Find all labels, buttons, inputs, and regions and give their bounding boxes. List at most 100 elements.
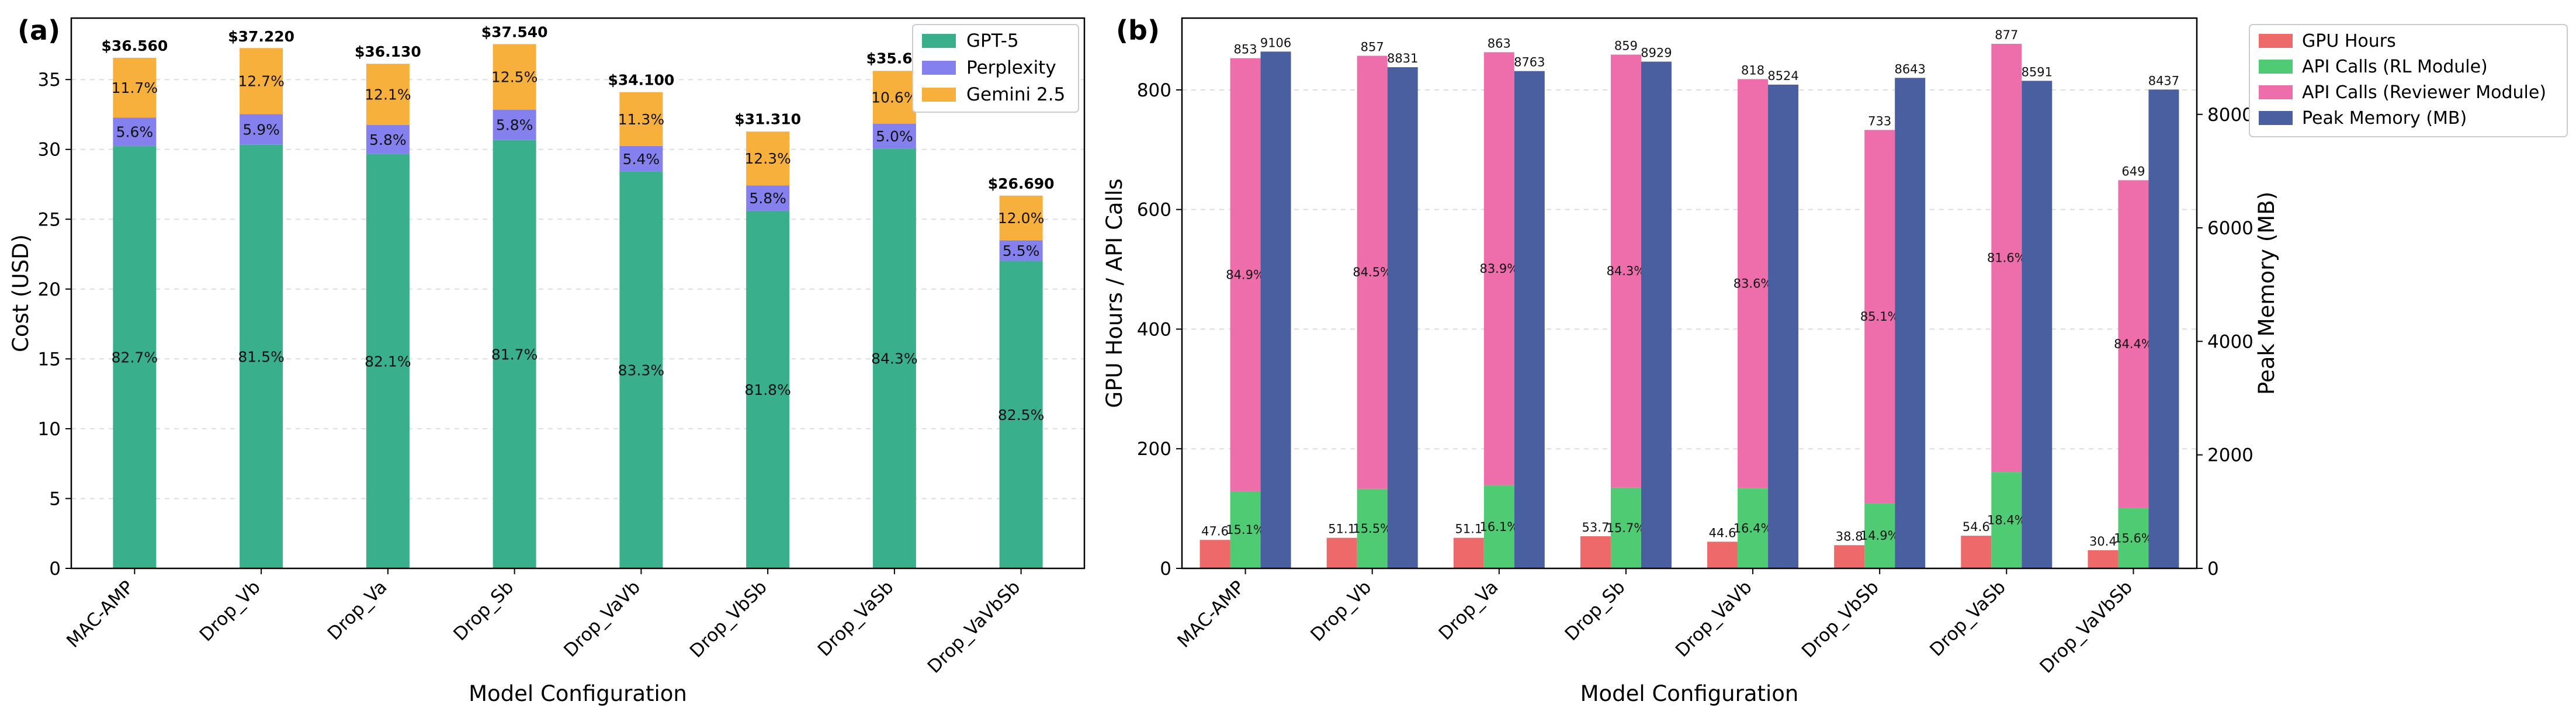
stacked-bar-segment-gemini-2-5 xyxy=(240,48,283,114)
stacked-bar-segment-gpt-5 xyxy=(113,146,157,568)
bar-total-label: $36.130 xyxy=(355,43,421,60)
x-tick-label: MAC-AMP xyxy=(1173,577,1249,652)
api-calls-total-label: 857 xyxy=(1361,40,1384,54)
stacked-bar-segment-gpt-5 xyxy=(999,261,1043,568)
y-tick-label: 0 xyxy=(49,558,61,579)
reviewer-percent-label: 85.1% xyxy=(1860,310,1899,324)
reviewer-percent-label: 84.4% xyxy=(2114,337,2153,351)
gpu-hours-value-label: 51.1 xyxy=(1328,522,1355,536)
bar-gpu-hours xyxy=(1453,537,1484,568)
legend-swatch xyxy=(922,34,956,48)
stacked-bar-segment-gemini-2-5 xyxy=(619,92,663,146)
rl-percent-label: 15.5% xyxy=(1353,522,1392,536)
stacked-bar-segment-gemini-2-5 xyxy=(366,64,410,125)
x-tick-label: Drop_VbSb xyxy=(686,577,771,662)
stacked-bar-segment-perplexity xyxy=(872,123,916,149)
stacked-bar-segment-gpt-5 xyxy=(872,148,916,568)
bar-peak-memory xyxy=(1387,67,1418,569)
legend-label: API Calls (Reviewer Module) xyxy=(2302,82,2546,103)
y-tick-label: 15 xyxy=(38,349,61,370)
legend-label: GPT-5 xyxy=(966,30,1019,51)
bar-api-calls-reviewer xyxy=(1483,52,1514,485)
legend-label: Perplexity xyxy=(966,57,1056,78)
stacked-bar-segment-gpt-5 xyxy=(619,171,663,569)
y2-tick-label: 8000 xyxy=(2207,105,2253,126)
segment-percent-label: 5.0% xyxy=(876,128,913,145)
legend-label: Gemini 2.5 xyxy=(966,84,1065,105)
bar-api-calls-reviewer xyxy=(2118,180,2149,508)
reviewer-percent-label: 83.9% xyxy=(1479,262,1518,276)
panel-b: 47.6 853 84.9% 15.1% 9106 MAC-AMP 51.1 857 84.5%… xyxy=(1102,15,2568,706)
y-axis-label: GPU Hours / API Calls xyxy=(1102,179,1127,408)
bar-api-calls-rl xyxy=(2118,508,2149,568)
bar-peak-memory xyxy=(1641,61,1672,568)
segment-percent-label: 5.8% xyxy=(749,190,786,207)
bar-api-calls-rl xyxy=(1230,491,1261,568)
stacked-bar-segment-perplexity xyxy=(999,240,1043,261)
rl-percent-label: 14.9% xyxy=(1860,529,1899,543)
bar-api-calls-rl xyxy=(1738,488,1769,568)
x-tick-label: Drop_Sb xyxy=(1561,577,1629,645)
peak-memory-value-label: 8591 xyxy=(2022,65,2053,79)
stacked-bar-segment-gpt-5 xyxy=(746,210,790,568)
x-tick-label: MAC-AMP xyxy=(63,577,138,652)
api-calls-total-label: 863 xyxy=(1488,36,1511,50)
bar-api-calls-rl xyxy=(1483,485,1514,568)
legend-swatch xyxy=(2259,60,2293,74)
segment-percent-label: 11.7% xyxy=(112,79,158,96)
segment-percent-label: 82.7% xyxy=(112,349,158,366)
bar-api-calls-reviewer xyxy=(1991,44,2022,473)
bar-total-label: $34.100 xyxy=(608,72,674,89)
y2-axis-label: Peak Memory (MB) xyxy=(2254,192,2279,395)
segment-percent-label: 81.5% xyxy=(238,348,284,365)
bar-total-label: $31.310 xyxy=(734,110,801,127)
x-tick-label: Drop_VbSb xyxy=(1798,577,1883,662)
gpu-hours-value-label: 54.6 xyxy=(1963,520,1990,534)
stacked-bar-segment-perplexity xyxy=(240,114,283,145)
rl-percent-label: 16.1% xyxy=(1479,520,1518,534)
stacked-bar-segment-gpt-5 xyxy=(493,140,536,569)
segment-percent-label: 5.8% xyxy=(496,117,533,134)
legend-label: Peak Memory (MB) xyxy=(2302,108,2467,129)
bar-api-calls-reviewer xyxy=(1864,130,1895,504)
legend-label: API Calls (RL Module) xyxy=(2302,57,2488,77)
x-tick-label: Drop_Va xyxy=(324,577,391,644)
gpu-hours-value-label: 44.6 xyxy=(1709,526,1736,540)
bar-api-calls-rl xyxy=(1610,487,1641,568)
reviewer-percent-label: 81.6% xyxy=(1987,251,2026,265)
legend-swatch xyxy=(922,61,956,75)
y-tick-label: 10 xyxy=(38,419,61,440)
panel-label-b: (b) xyxy=(1116,15,1160,46)
gpu-hours-value-label: 38.8 xyxy=(1836,529,1863,543)
api-calls-total-label: 877 xyxy=(1995,28,2018,42)
gpu-hours-value-label: 47.6 xyxy=(1201,524,1229,538)
api-calls-total-label: 818 xyxy=(1741,63,1764,77)
y2-tick-label: 0 xyxy=(2207,558,2219,579)
x-axis-label: Model Configuration xyxy=(1580,681,1799,706)
stacked-bar-segment-perplexity xyxy=(619,145,663,172)
plot-frame xyxy=(70,17,1086,570)
bar-peak-memory xyxy=(1895,78,1926,568)
x-tick-label: Drop_VaVbSb xyxy=(924,577,1025,678)
bar-api-calls-reviewer xyxy=(1610,54,1641,488)
y2-tick-label: 4000 xyxy=(2207,331,2253,352)
peak-memory-value-label: 8524 xyxy=(1767,69,1798,83)
gpu-hours-value-label: 30.4 xyxy=(2089,534,2117,549)
segment-percent-label: 10.6% xyxy=(871,89,917,106)
y-tick-label: 200 xyxy=(1137,439,1171,460)
panel-label-a: (a) xyxy=(18,15,60,46)
segment-percent-label: 11.3% xyxy=(618,111,664,128)
peak-memory-value-label: 8929 xyxy=(1641,46,1672,60)
x-tick-label: Drop_VaVb xyxy=(560,577,644,661)
x-tick-label: Drop_Va xyxy=(1435,577,1503,644)
bar-total-label: $26.690 xyxy=(988,175,1055,192)
x-tick-label: Drop_VaVb xyxy=(1672,577,1756,661)
bar-api-calls-reviewer xyxy=(1357,55,1388,489)
segment-percent-label: 5.9% xyxy=(242,121,280,138)
bar-peak-memory xyxy=(1260,51,1291,568)
stacked-bar-segment-gemini-2-5 xyxy=(746,131,790,186)
stacked-bar-segment-gpt-5 xyxy=(240,144,283,568)
bar-api-calls-reviewer xyxy=(1230,58,1261,491)
